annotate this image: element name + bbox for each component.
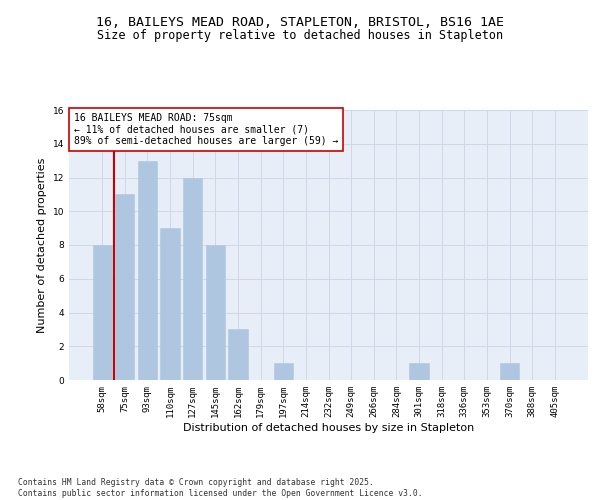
Bar [138,160,157,380]
Bar [409,363,428,380]
Bar [115,194,134,380]
Y-axis label: Number of detached properties: Number of detached properties [37,158,47,332]
Bar [274,363,293,380]
Text: Contains HM Land Registry data © Crown copyright and database right 2025.
Contai: Contains HM Land Registry data © Crown c… [18,478,422,498]
Text: 16 BAILEYS MEAD ROAD: 75sqm
← 11% of detached houses are smaller (7)
89% of semi: 16 BAILEYS MEAD ROAD: 75sqm ← 11% of det… [74,112,338,146]
Bar [92,245,112,380]
Text: 16, BAILEYS MEAD ROAD, STAPLETON, BRISTOL, BS16 1AE: 16, BAILEYS MEAD ROAD, STAPLETON, BRISTO… [96,16,504,29]
X-axis label: Distribution of detached houses by size in Stapleton: Distribution of detached houses by size … [183,422,474,432]
Bar [183,178,202,380]
Text: Size of property relative to detached houses in Stapleton: Size of property relative to detached ho… [97,30,503,43]
Bar [160,228,180,380]
Bar [229,330,248,380]
Bar [206,245,225,380]
Bar [500,363,519,380]
